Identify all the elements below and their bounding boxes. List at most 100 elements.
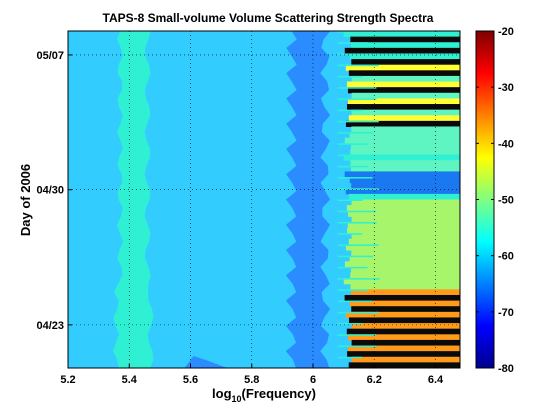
contour-stripe [337, 132, 373, 134]
x-axis-label-rest: (Frequency) [242, 386, 316, 401]
contour-strip [347, 351, 460, 358]
contour-stripe [337, 345, 377, 348]
contour-stripe [337, 278, 380, 280]
contour-stripe [337, 53, 373, 55]
contour-strip [350, 160, 460, 167]
contour-strip [348, 115, 460, 122]
contour-strip [350, 266, 460, 274]
contour-strip [351, 182, 460, 189]
contour-strip [350, 165, 460, 172]
contour-stripe [337, 334, 377, 336]
contour-strip [351, 323, 460, 330]
contour-strip [351, 233, 460, 240]
contour-strip [349, 177, 460, 184]
contour-strip [346, 328, 460, 335]
contour-strip [351, 75, 460, 83]
contour-strip [348, 238, 460, 245]
contour-stripe [337, 109, 363, 112]
contour-layer [113, 31, 460, 369]
contour-stripe [337, 143, 368, 145]
contour-stripe [337, 300, 373, 303]
contour-strip [348, 193, 460, 200]
contour-strip [349, 300, 460, 307]
contour-strip [347, 98, 460, 105]
contour-strip [345, 64, 460, 71]
contour-strip [350, 42, 460, 49]
x-axis-label-log: log [212, 386, 232, 401]
contour-strip [350, 36, 460, 43]
contour-strip [348, 210, 460, 217]
contour-strip [343, 31, 460, 38]
contour-strip [348, 70, 460, 77]
contour-strip [344, 294, 460, 302]
chart-title: TAPS-8 Small-volume Volume Scattering St… [103, 11, 434, 25]
colorbar-tick-label: -50 [498, 195, 514, 207]
x-tick-label: 5.2 [60, 374, 75, 386]
contour-stripe [337, 31, 380, 33]
contour-stripe [337, 311, 379, 314]
contour-strip [349, 53, 460, 60]
contour-strip [346, 104, 460, 111]
colorbar-tick-label: -30 [498, 82, 514, 94]
contour-strip [350, 283, 460, 290]
contour-strip [344, 137, 460, 144]
colorbar-tick-label: -40 [498, 138, 514, 150]
contour-strip [350, 148, 460, 156]
colorbar-tick-label: -20 [498, 26, 514, 38]
contour-stripe [337, 199, 363, 201]
contour-stripe [337, 87, 377, 89]
contour-stripe [337, 42, 368, 44]
contour-strip [348, 317, 460, 324]
y-axis-label: Day of 2006 [18, 164, 33, 236]
contour-strip [345, 244, 460, 251]
contour-strip [350, 289, 460, 296]
contour-strip [348, 362, 460, 369]
contour-strip [350, 272, 460, 279]
contour-strip [351, 306, 460, 313]
contour-strip [349, 255, 460, 262]
contour-strip [344, 261, 460, 268]
contour-strip [347, 227, 460, 234]
x-tick-label: 5.4 [122, 374, 138, 386]
x-tick-label: 6.4 [428, 374, 444, 386]
contour-strip [351, 126, 460, 133]
colorbar-tick-label: -80 [498, 363, 514, 375]
x-axis-label: log10(Frequency) [212, 386, 316, 404]
y-axis-ticks: 04/23 04/30 05/07 [36, 50, 72, 332]
contour-strip [351, 250, 460, 257]
contour-strip [344, 47, 460, 54]
contour-strip [343, 278, 460, 285]
contour-strip [347, 87, 460, 94]
contour-stripe [337, 188, 379, 190]
contour-strip [345, 311, 460, 318]
x-axis-label-subscript: 10 [232, 394, 242, 404]
contour-strip [347, 221, 460, 229]
contour-low-6-0 [285, 31, 331, 368]
contour-stripe [337, 154, 380, 157]
contour-strip [348, 334, 460, 341]
colorbar-tick-label: -70 [498, 307, 514, 319]
contour-band-5-4 [113, 31, 154, 368]
contour-stripe [337, 98, 377, 100]
contour-stripe [337, 120, 379, 123]
contour-strip [351, 109, 460, 116]
contour-strip [349, 132, 460, 139]
y-tick-label: 04/23 [36, 320, 64, 332]
contour-strip [343, 154, 460, 161]
contour-stripe [337, 289, 369, 291]
y-tick-label: 05/07 [36, 50, 64, 62]
colorbar: -20 -30 -40 -50 -60 -70 -80 [475, 26, 514, 375]
y-tick-label: 04/30 [36, 185, 64, 197]
contour-stripe [337, 64, 379, 67]
contour-strip [350, 143, 460, 150]
contour-strip [351, 59, 460, 66]
contour-strip [344, 171, 460, 178]
contour-strip [351, 216, 460, 223]
contour-strip [346, 205, 460, 212]
x-tick-label: 5.8 [244, 374, 259, 386]
contour-strip [351, 199, 460, 206]
grid-lines [68, 31, 460, 368]
contour-strip [351, 339, 460, 347]
x-tick-label: 6 [310, 374, 316, 386]
